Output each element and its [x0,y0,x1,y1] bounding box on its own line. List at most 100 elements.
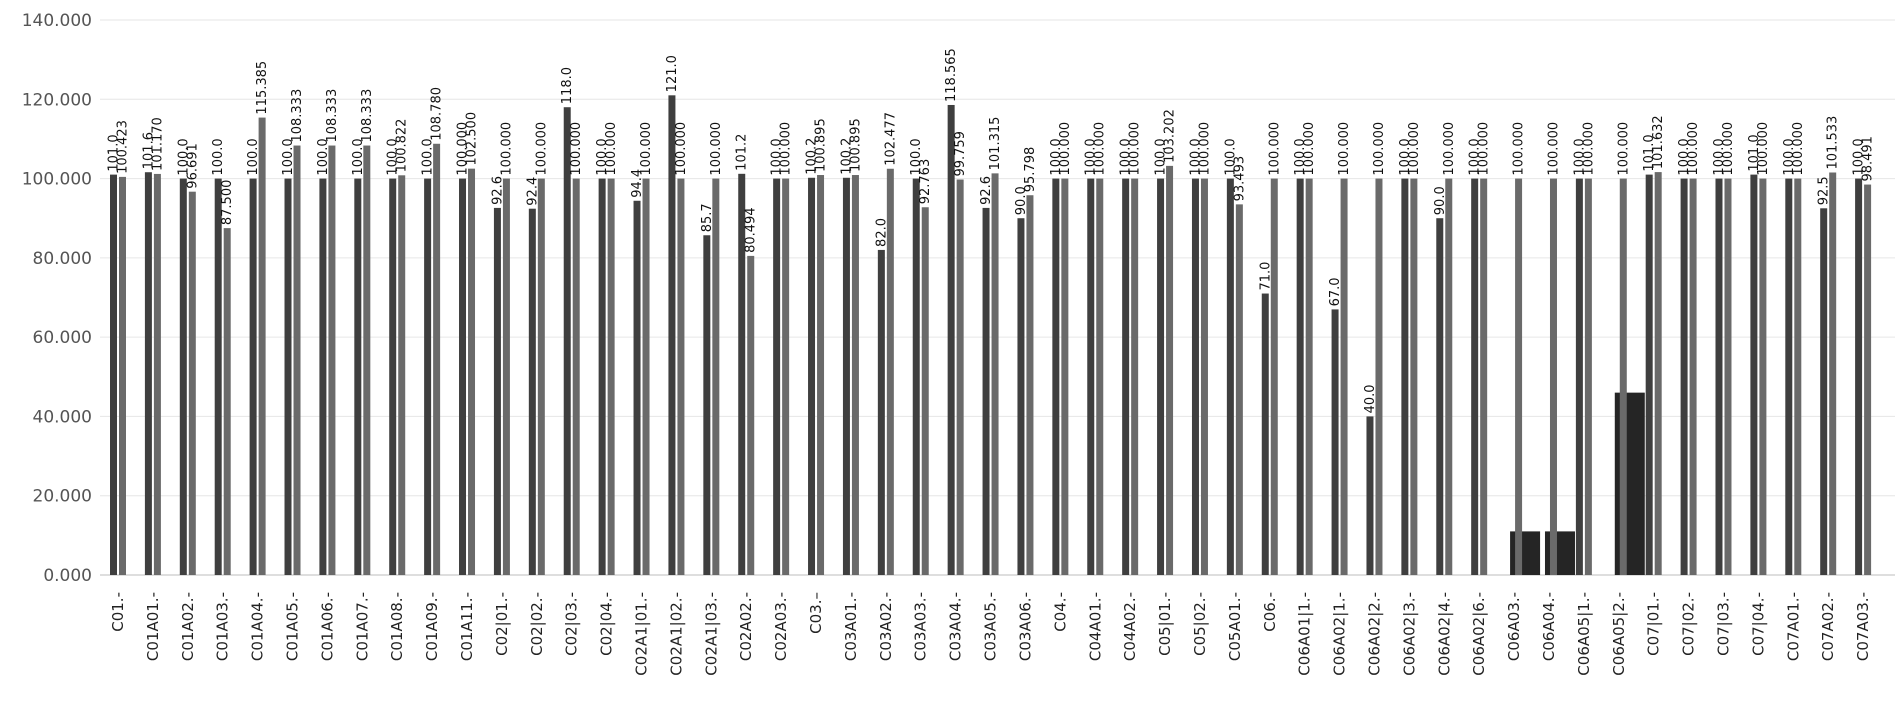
bar-series-1 [1645,174,1653,575]
bar-series-2 [1759,178,1767,576]
data-label: 100.000 [639,122,654,176]
data-label: 100.000 [499,122,514,176]
x-tick-label: C04A02.- [1121,592,1139,661]
data-label: 100.0 [246,138,261,175]
x-tick-label: C02A1|02.- [667,592,685,676]
y-tick-label: 120.000 [22,90,92,110]
data-label: 100.000 [1128,122,1143,176]
bar-series-1 [633,200,641,575]
x-tick-label: C01A03.- [214,592,232,661]
x-tick-label: C01A02.- [179,592,197,661]
bar-series-2 [1480,178,1488,576]
bar-series-2 [1131,178,1139,576]
bar-series-2 [991,173,999,575]
data-label: 92.6 [490,176,505,205]
data-label: 100.0 [281,138,296,175]
x-tick-label: C07|01.- [1645,592,1663,656]
bar-series-2 [1445,178,1453,576]
data-label: 100.2 [839,138,854,175]
data-label: 101.0 [1642,134,1657,171]
bar-series-1 [528,208,536,575]
bar-series-1 [1750,174,1758,575]
bar-series-1 [459,178,467,576]
x-tick-label: C06A05|2.- [1610,592,1628,676]
bar-series-2 [1515,178,1523,576]
bar-series-2 [1061,178,1069,576]
x-tick-label: C01A08.- [388,592,406,661]
data-label: 90.0 [1433,186,1448,215]
bar-series-2 [537,178,545,576]
data-label: 98.491 [1861,136,1876,182]
x-tick-label: C01A11.- [458,592,476,661]
x-tick-label: C02|03.- [563,592,581,656]
bar-series-1 [842,177,850,575]
bar-series-2 [188,191,196,575]
data-label: 100.000 [569,122,584,176]
data-label: 101.0 [1747,134,1762,171]
data-label: 100.0 [316,138,331,175]
x-tick-label: C02A02.- [737,592,755,661]
data-label: 102.477 [883,112,898,166]
x-tick-label: C05|01.- [1156,592,1174,656]
data-label: 100.0 [770,138,785,175]
x-tick-label: C02A03.- [772,592,790,661]
data-label: 100.0 [1572,138,1587,175]
bar-series-2 [712,178,720,576]
bar-series-2 [956,179,964,575]
x-tick-label: C06A02|3.- [1400,592,1418,676]
bar-series-2 [851,175,859,576]
data-label: 99.759 [953,131,968,177]
y-tick-label: 80.000 [33,249,92,269]
data-label: 102.500 [465,112,480,166]
bar-series-2 [1200,178,1208,576]
data-label: 100.0 [1154,138,1169,175]
bar-series-1 [703,235,711,575]
bar-series-1 [1510,531,1541,575]
data-label: 100.000 [1093,122,1108,176]
x-tick-label: C07|03.- [1714,592,1732,656]
x-tick-label: C06A03.- [1505,592,1523,661]
data-label: 103.202 [1163,109,1178,163]
data-label: 101.632 [1651,115,1666,169]
bar-series-1 [1122,178,1130,576]
x-tick-label: C05|02.- [1191,592,1209,656]
data-label: 100.0 [1223,138,1238,175]
data-label: 101.6 [141,132,156,169]
x-tick-label: C01A09.- [423,592,441,661]
x-tick-label: C06.- [1261,592,1279,632]
data-label: 100.000 [674,122,689,176]
data-label: 100.895 [814,118,829,172]
x-tick-label: C01A01.- [144,592,162,661]
bar-series-1 [424,178,432,576]
bar-series-1 [1715,178,1723,576]
data-label: 108.333 [325,89,340,143]
data-label: 100.0 [1712,138,1727,175]
bar-series-2 [433,143,441,575]
data-label: 100.000 [1616,122,1631,176]
x-tick-label: C03.– [807,592,825,634]
data-label: 80.494 [744,207,759,253]
x-tick-label: C03A05.- [982,592,1000,661]
data-label: 101.315 [988,117,1003,171]
x-tick-label: C07|04.- [1749,592,1767,656]
data-label: 101.2 [735,134,750,171]
bar-series-2 [502,178,510,576]
data-label: 100.000 [1477,122,1492,176]
data-label: 118.565 [944,48,959,102]
x-tick-label: C05A01.- [1226,592,1244,661]
x-tick-label: C06A02|4.- [1435,592,1453,676]
data-label: 108.333 [360,89,375,143]
data-label: 100.000 [456,122,471,176]
data-label: 100.000 [1372,122,1387,176]
bar-series-2 [468,168,476,576]
bar-series-2 [258,117,266,575]
data-label: 100.0 [421,138,436,175]
data-label: 100.000 [1791,122,1806,176]
data-label: 100.0 [1677,138,1692,175]
bar-series-2 [1096,178,1104,576]
bar-series-2 [1270,178,1278,576]
bar-series-1 [1544,531,1575,575]
bar-series-2 [1340,178,1348,576]
bar-series-1 [1855,178,1863,576]
bar-series-1 [214,178,222,576]
